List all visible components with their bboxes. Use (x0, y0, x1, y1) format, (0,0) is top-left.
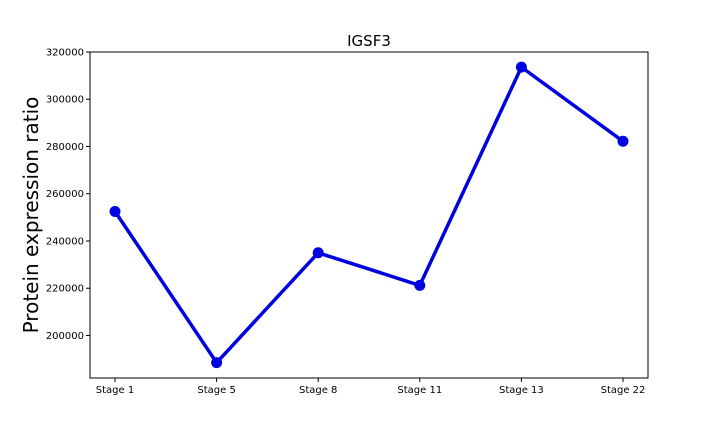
data-point (617, 135, 629, 147)
y-axis-ticks: 200000 220000 240000 260000 280000 300000 3200… (46, 48, 90, 342)
y-tick-label: 220000 (46, 284, 84, 295)
y-tick-label: 300000 (46, 95, 84, 106)
x-tick-label: Stage 1 (96, 385, 134, 396)
chart-title: IGSF3 (347, 32, 391, 50)
x-tick-label: Stage 11 (397, 385, 442, 396)
data-point (109, 205, 121, 217)
y-tick-label: 280000 (46, 142, 84, 153)
y-tick-label: 200000 (46, 331, 84, 342)
y-tick-label: 320000 (46, 48, 84, 59)
series-group (109, 61, 629, 369)
x-axis-ticks: Stage 1 Stage 5 Stage 8 Stage 11 Stage 13 Sta… (96, 378, 646, 396)
series-line (113, 65, 625, 365)
plot-frame (89, 51, 649, 379)
y-axis-label: Protein expression ratio (19, 97, 43, 334)
x-tick-label: Stage 5 (197, 385, 235, 396)
y-tick-label: 260000 (46, 189, 84, 200)
x-tick-label: Stage 13 (499, 385, 544, 396)
data-point (414, 279, 426, 291)
y-tick-label: 240000 (46, 236, 84, 247)
data-point (312, 247, 324, 259)
data-point (515, 61, 527, 73)
x-tick-label: Stage 8 (299, 385, 337, 396)
x-tick-label: Stage 22 (601, 385, 646, 396)
data-point (211, 357, 223, 369)
